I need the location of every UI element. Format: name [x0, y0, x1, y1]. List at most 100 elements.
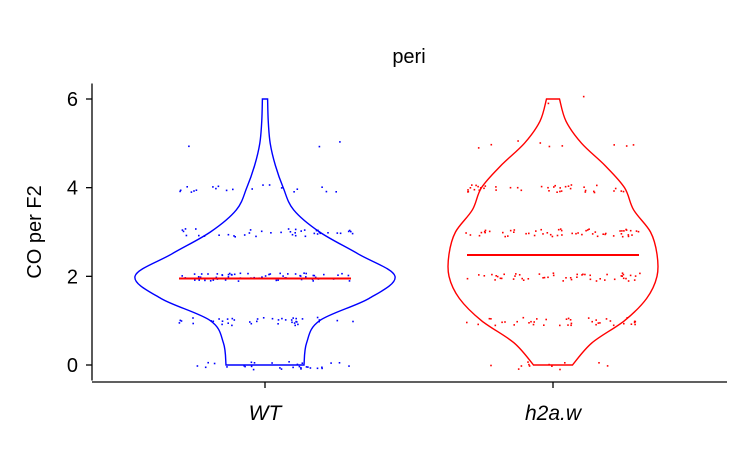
data-point: [212, 186, 214, 188]
data-point: [556, 234, 559, 237]
data-point: [536, 318, 538, 320]
data-point: [275, 279, 278, 282]
data-point: [179, 319, 182, 322]
data-point: [466, 277, 469, 280]
data-point: [621, 275, 623, 277]
data-point: [252, 368, 255, 371]
data-point: [293, 191, 295, 193]
data-point: [504, 235, 506, 238]
data-point: [627, 235, 630, 238]
data-point: [280, 187, 283, 189]
data-point: [182, 230, 185, 233]
data-point: [186, 186, 188, 188]
data-point: [184, 228, 187, 230]
data-point: [294, 228, 297, 231]
data-point: [185, 234, 188, 237]
data-point: [501, 321, 503, 324]
data-point: [528, 363, 530, 366]
data-point: [494, 324, 497, 327]
data-point: [261, 276, 263, 278]
data-point: [584, 189, 587, 192]
data-point: [180, 320, 183, 322]
data-point: [494, 279, 496, 281]
data-point: [224, 279, 227, 281]
data-point: [338, 362, 341, 364]
data-point: [631, 234, 633, 236]
data-point: [627, 234, 630, 236]
data-point: [570, 184, 573, 186]
data-point: [633, 321, 636, 324]
data-point: [525, 232, 527, 235]
data-point: [282, 275, 284, 277]
data-point: [295, 317, 297, 320]
data-point: [193, 190, 195, 192]
data-point: [570, 322, 573, 325]
data-point: [585, 229, 587, 232]
data-point: [204, 279, 206, 282]
data-point: [288, 361, 290, 363]
data-point: [599, 322, 601, 324]
data-point: [316, 367, 319, 370]
points-0: [178, 141, 354, 371]
data-point: [570, 278, 573, 281]
data-point: [268, 184, 271, 186]
data-point: [466, 321, 468, 324]
data-point: [321, 366, 323, 369]
data-point: [513, 231, 515, 233]
data-point: [522, 316, 525, 319]
data-point: [318, 145, 321, 148]
data-point: [520, 365, 523, 367]
data-point: [336, 319, 339, 322]
data-point: [495, 186, 497, 188]
data-point: [551, 235, 554, 238]
data-point: [576, 273, 578, 276]
data-point: [484, 185, 487, 187]
data-point: [565, 277, 567, 279]
data-point: [483, 230, 486, 233]
data-point: [231, 324, 233, 327]
data-point: [589, 274, 591, 277]
data-point: [559, 187, 561, 189]
data-point: [301, 362, 304, 364]
data-point: [567, 185, 570, 187]
data-point: [604, 233, 606, 236]
data-point: [192, 317, 194, 319]
violin-0: [134, 98, 396, 366]
data-point: [605, 318, 608, 320]
data-point: [262, 184, 264, 186]
data-point: [192, 322, 194, 325]
data-point: [221, 320, 224, 322]
data-point: [336, 232, 339, 234]
data-point: [570, 324, 572, 327]
data-point: [304, 235, 307, 238]
data-point: [262, 317, 265, 319]
data-point: [312, 274, 315, 277]
data-point: [596, 235, 599, 238]
data-point: [289, 231, 292, 233]
data-point: [249, 229, 252, 231]
violin-1: [447, 98, 659, 366]
data-point: [284, 319, 287, 321]
data-point: [292, 366, 294, 369]
x-tick-label-0: WT: [249, 402, 284, 425]
data-point: [562, 280, 564, 282]
data-point: [250, 365, 253, 368]
data-point: [548, 190, 550, 192]
data-point: [630, 323, 633, 325]
data-point: [595, 280, 598, 282]
data-point: [502, 231, 504, 234]
y-axis-title: CO per F2: [24, 185, 46, 278]
data-point: [612, 235, 615, 237]
data-point: [234, 236, 236, 238]
data-point: [181, 229, 184, 231]
data-point: [516, 186, 519, 189]
data-point: [249, 321, 251, 323]
data-point: [613, 144, 615, 146]
data-point: [479, 187, 482, 189]
data-point: [620, 190, 623, 192]
data-point: [280, 231, 282, 234]
data-point: [256, 318, 259, 320]
data-point: [612, 324, 615, 327]
data-point: [499, 277, 502, 280]
